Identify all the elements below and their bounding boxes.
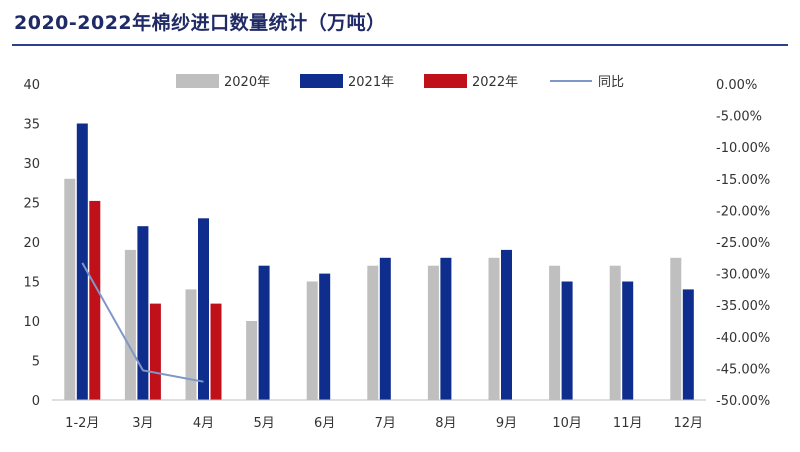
x-tick-label: 8月 xyxy=(435,416,456,431)
x-axis: 1-2月 3月 4月 5月 6月 7月 8月 9月 10月 11月 12月 xyxy=(52,399,706,431)
bar xyxy=(670,257,682,400)
right-tick-label: -45.00% xyxy=(716,362,770,377)
legend-swatch xyxy=(300,74,343,88)
bar xyxy=(549,265,561,400)
bar xyxy=(76,123,88,400)
bar xyxy=(137,226,149,400)
bar xyxy=(246,321,258,400)
right-tick-label: -50.00% xyxy=(716,394,770,409)
left-tick-label: 0 xyxy=(32,394,40,409)
right-axis: 0.00% -5.00% -10.00% -15.00% -20.00% -25.00% -… xyxy=(716,78,770,409)
bar xyxy=(198,218,209,400)
bar xyxy=(306,281,318,400)
right-tick-label: -30.00% xyxy=(716,268,770,283)
yoy-line-path xyxy=(81,262,204,383)
legend: 2020年 2021年 2022年 同比 xyxy=(176,74,624,90)
bar xyxy=(258,265,270,400)
x-tick-label: 10月 xyxy=(552,416,582,431)
bar xyxy=(622,281,634,400)
legend-label: 2021年 xyxy=(348,75,394,90)
bars xyxy=(64,123,694,400)
bar xyxy=(609,265,621,400)
bar xyxy=(124,249,136,400)
bar xyxy=(89,200,101,400)
legend-label: 2020年 xyxy=(224,75,270,90)
left-tick-label: 35 xyxy=(23,118,40,133)
bar xyxy=(210,303,222,400)
x-tick-label: 3月 xyxy=(132,416,153,431)
left-tick-label: 30 xyxy=(23,157,40,172)
bar xyxy=(561,281,573,400)
right-tick-label: -25.00% xyxy=(716,236,770,251)
x-tick-label: 4月 xyxy=(193,416,214,431)
right-tick-label: -20.00% xyxy=(716,204,770,219)
x-tick-label: 6月 xyxy=(314,416,335,431)
right-tick-label: -15.00% xyxy=(716,173,770,188)
right-tick-label: -35.00% xyxy=(716,299,770,314)
bar xyxy=(488,257,500,400)
x-tick-label: 1-2月 xyxy=(65,416,99,431)
bar xyxy=(64,178,76,400)
legend-label: 同比 xyxy=(598,75,624,90)
left-axis: 0 5 10 15 20 25 30 35 40 xyxy=(23,78,40,409)
bar xyxy=(367,265,379,400)
bar xyxy=(379,257,391,400)
left-tick-label: 20 xyxy=(23,236,40,251)
right-tick-label: -40.00% xyxy=(716,331,770,346)
right-tick-label: 0.00% xyxy=(716,78,757,93)
x-tick-label: 9月 xyxy=(496,416,517,431)
x-tick-label: 12月 xyxy=(674,416,704,431)
x-tick-label: 7月 xyxy=(375,416,396,431)
left-tick-label: 15 xyxy=(23,276,40,291)
bar xyxy=(427,265,439,400)
bar xyxy=(185,289,197,400)
bar xyxy=(440,257,452,400)
left-tick-label: 10 xyxy=(23,315,40,330)
chart-title: 2020-2022年棉纱进口数量统计（万吨） xyxy=(14,12,386,34)
x-tick-label: 5月 xyxy=(253,416,274,431)
yoy-line xyxy=(81,262,204,383)
bar xyxy=(682,289,694,400)
left-tick-label: 25 xyxy=(23,197,40,212)
bar xyxy=(501,249,512,400)
left-tick-label: 40 xyxy=(23,78,40,93)
title-underline xyxy=(12,44,788,46)
bar xyxy=(149,303,161,400)
legend-swatch xyxy=(424,74,467,88)
legend-label: 2022年 xyxy=(472,75,518,90)
right-tick-label: -10.00% xyxy=(716,141,770,156)
right-tick-label: -5.00% xyxy=(716,110,762,125)
left-tick-label: 5 xyxy=(32,355,40,370)
legend-swatch xyxy=(176,74,219,88)
bar xyxy=(319,273,331,400)
x-tick-label: 11月 xyxy=(613,416,643,431)
